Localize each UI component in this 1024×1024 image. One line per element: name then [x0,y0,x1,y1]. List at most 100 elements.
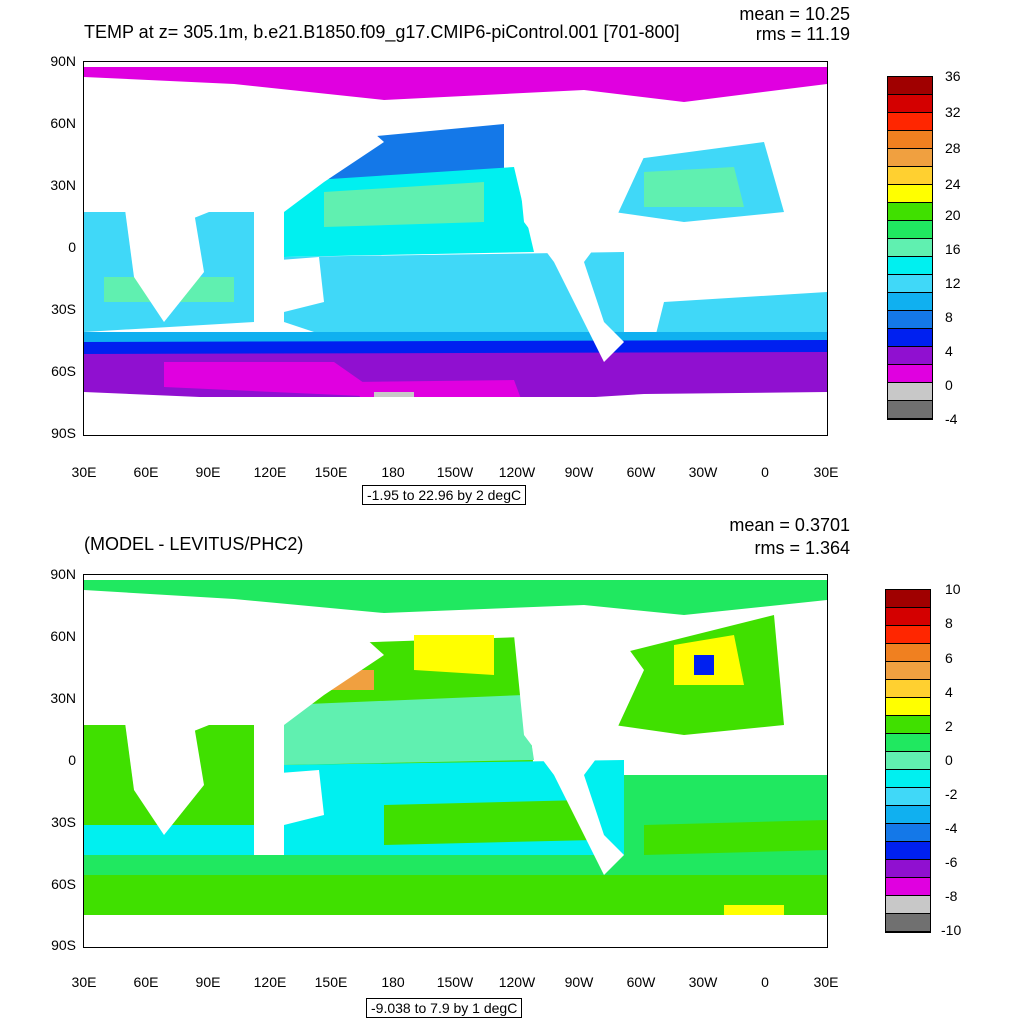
colorbar-label: 8 [945,615,953,631]
colorbar-label: 16 [945,241,961,257]
colorbar-swatch [886,734,930,752]
temperature-anomaly-map [84,575,827,947]
colorbar-label: 0 [945,377,953,393]
plot-title: (MODEL - LEVITUS/PHC2) [84,534,304,554]
colorbar-label: -2 [945,786,958,802]
colorbar-label: -4 [945,411,958,427]
colorbar-label: 2 [945,718,953,734]
y-tick-label: 0 [68,239,76,255]
colorbar-swatch [886,896,930,914]
y-tick-label: 30N [50,177,76,193]
x-tick-label: 180 [381,974,405,990]
colorbar-swatch [888,401,932,419]
colorbar-swatch [886,878,930,896]
colorbar-swatch [886,698,930,716]
colorbar-swatch [886,662,930,680]
mean-label: mean = 0.3701 [729,515,850,535]
colorbar-swatch [886,842,930,860]
x-tick-label: 30E [813,464,839,480]
x-tick-label: 30E [71,974,97,990]
x-tick-label: 150E [314,974,348,990]
x-tick-label: 150W [436,464,474,480]
colorbar-label: 28 [945,140,961,156]
colorbar-swatch [886,590,930,608]
y-tick-label: 60N [50,115,76,131]
colorbar-swatch [888,275,932,293]
colorbar-label: 24 [945,176,961,192]
colorbar-swatch [886,626,930,644]
x-tick-label: 90W [564,464,594,480]
colorbar-swatch [888,221,932,239]
x-tick-label: 120E [253,974,287,990]
y-tick-label: 60S [51,876,76,892]
colorbar-swatch [888,365,932,383]
x-tick-label: 30W [688,464,718,480]
colorbar-label: 12 [945,275,961,291]
colorbar-label: 0 [945,752,953,768]
y-tick-label: 90N [50,566,76,582]
x-tick-label: 90E [195,464,221,480]
colorbar-label: 10 [945,581,961,597]
colorbar-label: 32 [945,104,961,120]
colorbar-swatch [886,770,930,788]
colorbar-label: 6 [945,650,953,666]
y-tick-label: 30S [51,814,76,830]
colorbar-label: -10 [941,922,962,938]
colorbar-swatch [888,77,932,95]
plot-title: TEMP at z= 305.1m, b.e21.B1850.f09_g17.C… [84,22,680,42]
y-tick-label: 0 [68,752,76,768]
y-tick-label: 90S [51,425,76,441]
colorbar-label: 4 [945,684,953,700]
colorbar-swatch [888,131,932,149]
map-plot [83,574,828,948]
x-tick-label: 120E [253,464,287,480]
y-tick-label: 60S [51,363,76,379]
colorbar-label: 36 [945,68,961,84]
mean-label: mean = 10.25 [739,4,850,24]
contour-range-label: -1.95 to 22.96 by 2 degC [362,485,527,505]
y-tick-label: 90S [51,937,76,953]
colorbar-swatch [888,347,932,365]
contour-range-label: -9.038 to 7.9 by 1 degC [366,998,523,1018]
x-tick-label: 90E [195,974,221,990]
x-tick-label: 30E [71,464,97,480]
colorbar-swatch [886,716,930,734]
colorbar-label: 8 [945,309,953,325]
x-tick-label: 180 [381,464,405,480]
y-tick-label: 30S [51,301,76,317]
colorbar-swatch [888,95,932,113]
x-tick-label: 60W [626,464,656,480]
ocean-temperature-map [84,62,827,435]
colorbar-swatch [886,608,930,626]
x-tick-label: 90W [564,974,594,990]
x-tick-label: 120W [498,464,536,480]
colorbar-swatch [888,149,932,167]
colorbar-swatch [888,167,932,185]
colorbar-swatch [888,293,932,311]
colorbar-label: 20 [945,207,961,223]
y-tick-label: 60N [50,628,76,644]
colorbar-swatch [886,860,930,878]
colorbar-label: -8 [945,888,958,904]
colorbar-swatch [888,383,932,401]
colorbar-swatch [886,914,930,932]
colorbar-label: -6 [945,854,958,870]
colorbar-swatch [888,185,932,203]
colorbar-swatch [886,806,930,824]
x-tick-label: 60E [133,464,159,480]
colorbar-swatch [886,752,930,770]
x-tick-label: 150E [314,464,348,480]
x-tick-label: 0 [761,464,769,480]
colorbar-swatch [886,644,930,662]
colorbar-swatch [888,203,932,221]
x-tick-label: 0 [761,974,769,990]
colorbar-swatch [886,680,930,698]
colorbar [885,589,931,933]
colorbar-label: 4 [945,343,953,359]
x-tick-label: 120W [498,974,536,990]
colorbar-swatch [888,329,932,347]
colorbar-swatch [886,788,930,806]
colorbar-swatch [888,257,932,275]
colorbar [887,76,933,420]
colorbar-swatch [886,824,930,842]
